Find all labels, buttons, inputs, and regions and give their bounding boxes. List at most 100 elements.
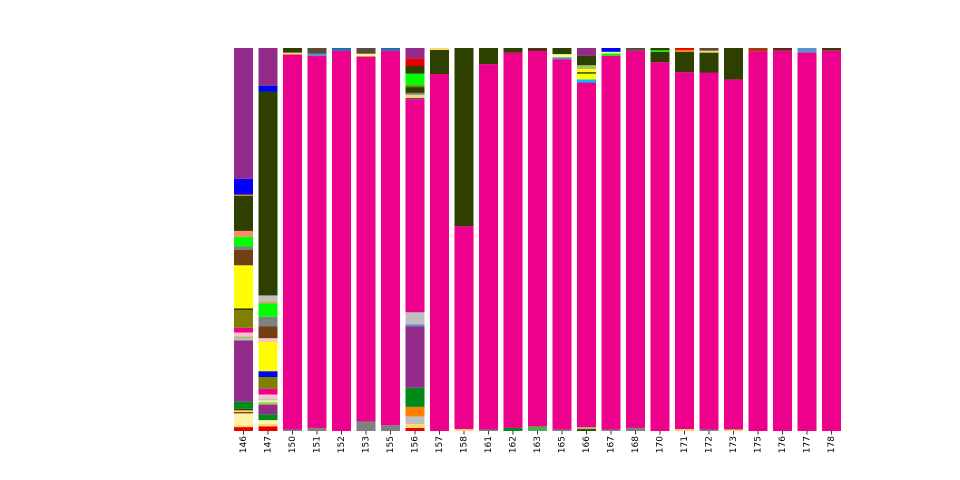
bar-segment-146-6 [234,401,253,409]
bar-segment-168-1 [626,50,645,428]
bar-segment-176-0 [773,50,792,432]
bar-segment-155-0 [381,425,400,431]
bar-segment-146-10 [234,332,253,337]
x-tick-label-173: 173 [729,436,739,453]
x-tick-label-178: 178 [827,436,837,453]
bar-segment-157-2 [430,48,449,50]
bar-segment-151-1 [307,56,327,428]
bar-segment-156-9 [405,97,425,100]
x-tick-label-162: 162 [509,436,519,453]
bar-segment-156-17 [405,48,425,59]
bar-segment-175-1 [748,48,768,52]
bar-segment-152-1 [332,48,351,51]
bar-segment-147-2 [258,420,278,424]
x-tick-label-158: 158 [460,436,470,453]
bar-segment-146-11 [234,327,253,333]
bar-segment-152-0 [332,50,351,432]
bar-segment-156-8 [405,99,425,313]
x-tick-label-150: 150 [288,436,298,453]
bar-segment-147-21 [258,48,278,86]
bar-segment-175-0 [748,51,768,431]
bar-segment-172-4 [699,48,719,51]
bar-segment-173-2 [724,48,743,80]
bar-segment-155-2 [381,48,400,51]
bar-segment-161-2 [479,48,498,65]
bar-segment-147-10 [258,377,278,389]
bar-segment-146-9 [234,336,253,339]
bar-segment-155-1 [381,50,400,426]
bar-segment-172-1 [699,72,719,430]
x-tick-label-166: 166 [582,436,592,453]
bar-segment-147-11 [258,371,278,378]
bar-segment-161-1 [479,64,498,430]
bar-segment-147-0 [258,426,278,431]
bar-segment-146-17 [234,236,253,247]
bar-segment-156-11 [405,92,425,95]
bar-segment-166-5 [577,72,596,74]
bar-segment-171-3 [675,49,694,52]
bar-segment-167-2 [601,53,621,56]
bar-segment-168-2 [626,48,645,51]
bar-segment-156-16 [405,58,425,66]
x-tick-label-167: 167 [607,436,617,453]
bar-segment-151-0 [307,427,327,431]
bar-segment-156-1 [405,424,425,428]
bar-segment-171-4 [675,48,694,50]
bar-segment-146-13 [234,308,253,311]
bar-segment-150-2 [283,52,302,55]
bar-segment-158-2 [454,48,474,227]
bar-segment-146-22 [234,48,253,179]
x-tick-label-155: 155 [386,436,396,453]
bar-segment-172-2 [699,52,719,73]
x-axis-ticks: 146 147 150 151 152 153 155 156 157 158 161 162 163 1… [239,431,837,453]
bar-segment-147-19 [258,91,278,296]
x-tick-label-175: 175 [754,436,764,453]
x-tick-label-152: 152 [337,436,347,453]
bar-segment-166-7 [577,65,596,70]
bar-segment-147-8 [258,394,278,399]
bar-segment-146-12 [234,310,253,328]
bar-segment-147-1 [258,424,278,427]
bar-segment-146-5 [234,408,253,411]
bar-segment-167-1 [601,55,621,430]
bar-segment-170-1 [650,51,670,63]
bar-segment-167-0 [601,429,621,431]
bar-segment-156-2 [405,416,425,425]
bar-segment-153-0 [356,421,376,432]
bar-segment-173-0 [724,429,743,431]
bar-segment-163-0 [528,426,547,431]
bar-segment-147-15 [258,316,278,327]
bar-segment-147-17 [258,301,278,304]
bar-segment-147-18 [258,295,278,302]
x-tick-label-177: 177 [803,436,813,453]
bar-segment-151-3 [307,48,327,54]
bar-segment-162-2 [503,48,523,53]
bar-segment-156-14 [405,73,425,86]
bar-segment-150-3 [283,48,302,53]
bar-segment-156-7 [405,312,425,325]
bar-segment-158-0 [454,429,474,431]
bar-segment-146-2 [234,413,253,426]
bar-segment-156-4 [405,387,425,407]
x-tick-label-165: 165 [558,436,568,453]
bar-segment-157-0 [430,74,449,431]
bar-segment-172-0 [699,429,719,431]
x-tick-label-176: 176 [778,436,788,453]
bar-segment-178-0 [822,50,841,432]
bar-segment-156-0 [405,427,425,431]
x-tick-label-157: 157 [435,436,445,453]
x-tick-label-153: 153 [362,436,372,453]
bar-segment-163-1 [528,51,547,427]
bar-segment-146-15 [234,249,253,266]
bar-segment-147-14 [258,326,278,339]
bar-segment-156-5 [405,326,425,388]
bar-segment-177-0 [797,52,817,431]
bar-segment-146-7 [234,340,253,402]
bar-segment-166-1 [577,427,596,430]
bar-segment-170-0 [650,62,670,432]
bar-segment-161-0 [479,429,498,431]
bar-segment-165-0 [552,429,572,431]
bar-segment-147-3 [258,414,278,421]
bar-segment-147-13 [258,338,278,343]
x-tick-label-146: 146 [239,436,249,453]
